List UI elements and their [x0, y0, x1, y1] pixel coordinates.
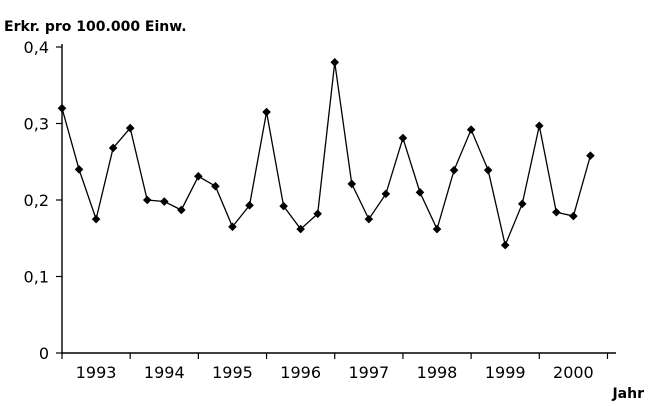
data-point	[108, 143, 118, 153]
x-tick-label: 1999	[485, 363, 526, 382]
data-point	[330, 58, 340, 67]
y-tick-label: 0	[39, 344, 49, 363]
x-tick-label: 2000	[553, 363, 594, 382]
data-point	[245, 201, 254, 210]
data-point	[194, 171, 203, 181]
data-point	[500, 240, 510, 250]
data-point	[159, 197, 169, 206]
x-tick-label: 1995	[212, 363, 253, 382]
data-point	[347, 179, 357, 189]
x-tick-label: 1998	[417, 363, 458, 382]
y-tick-label: 0,3	[24, 115, 49, 134]
data-point	[142, 195, 152, 205]
y-axis-title: Erkr. pro 100.000 Einw.	[4, 19, 187, 35]
series-line	[61, 62, 592, 248]
data-point	[552, 207, 561, 217]
y-ticks: 0 0,1 0,2 0,3 0,4	[24, 38, 62, 363]
data-point	[211, 181, 220, 191]
data-point	[534, 121, 544, 131]
data-point	[57, 103, 67, 113]
x-tick-labels: 1993 1994 1995 1996 1997 1998 1999 2000	[76, 363, 594, 382]
x-tick-label: 1993	[76, 363, 117, 382]
data-point	[228, 222, 237, 232]
data-point	[381, 189, 391, 199]
data-point	[91, 214, 101, 224]
y-tick-label: 0,4	[24, 38, 49, 57]
y-tick-label: 0,1	[24, 268, 49, 287]
data-point	[449, 165, 459, 175]
data-point	[517, 199, 527, 209]
data-point	[398, 133, 408, 143]
data-point	[296, 224, 305, 234]
data-point	[262, 107, 271, 117]
data-point	[483, 165, 493, 175]
x-ticks	[61, 353, 609, 359]
data-point	[432, 224, 442, 234]
x-axis-title: Jahr	[611, 386, 644, 402]
x-tick-label: 1997	[348, 363, 389, 382]
data-point	[177, 205, 186, 215]
data-point	[569, 211, 578, 221]
data-point	[279, 201, 288, 211]
data-point	[125, 123, 135, 133]
data-point	[586, 151, 595, 160]
data-point	[415, 188, 425, 197]
data-point	[74, 165, 84, 174]
x-tick-label: 1994	[144, 363, 185, 382]
data-point	[466, 125, 476, 134]
data-point	[313, 209, 322, 219]
data-markers	[57, 58, 595, 250]
data-point	[364, 214, 374, 224]
y-tick-label: 0,2	[24, 191, 49, 210]
x-tick-label: 1996	[280, 363, 321, 382]
